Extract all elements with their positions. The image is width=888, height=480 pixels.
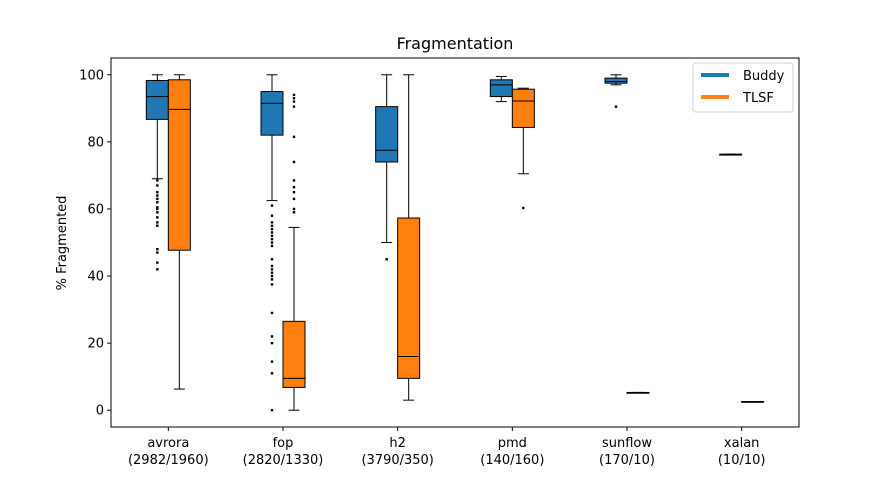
outlier-point	[156, 225, 158, 227]
y-axis-label: % Fragmented	[55, 196, 70, 291]
outlier-point	[271, 241, 273, 243]
outlier-point	[156, 261, 158, 263]
box-iqr	[398, 218, 420, 378]
outlier-point	[156, 208, 158, 210]
outlier-point	[156, 184, 158, 186]
x-tick-label-sunflow: sunflow	[602, 436, 652, 451]
outlier-point	[271, 278, 273, 280]
box-iqr	[146, 80, 168, 119]
outlier-point	[271, 238, 273, 240]
outlier-point	[293, 94, 295, 96]
outlier-point	[271, 275, 273, 277]
outlier-point	[156, 191, 158, 193]
box-tlsf-avrora	[168, 75, 190, 389]
x-tick-sublabel-pmd: (140/160)	[480, 453, 544, 468]
box-buddy-pmd	[490, 76, 512, 101]
outlier-point	[271, 204, 273, 206]
outlier-point	[271, 342, 273, 344]
outlier-point	[293, 179, 295, 181]
outlier-point	[615, 105, 617, 107]
outlier-point	[156, 221, 158, 223]
box-buddy-avrora	[146, 75, 168, 271]
outlier-point	[156, 216, 158, 218]
chart-title: Fragmentation	[397, 34, 514, 53]
box-iqr	[512, 89, 534, 127]
outlier-point	[271, 231, 273, 233]
box-iqr	[261, 92, 283, 136]
outlier-point	[293, 186, 295, 188]
x-tick-sublabel-avrora: (2982/1960)	[128, 453, 209, 468]
box-buddy-fop	[261, 75, 283, 412]
outlier-point	[156, 268, 158, 270]
y-tick-label: 80	[87, 135, 104, 150]
x-tick-label-avrora: avrora	[147, 436, 189, 451]
outlier-point	[271, 225, 273, 227]
y-tick-label: 60	[87, 202, 104, 217]
box-iqr	[376, 107, 398, 162]
box-iqr	[605, 78, 627, 83]
box-iqr	[283, 321, 305, 387]
outlier-point	[156, 179, 158, 181]
outlier-point	[271, 360, 273, 362]
x-tick-label-pmd: pmd	[498, 436, 527, 451]
outlier-point	[271, 271, 273, 273]
outlier-point	[271, 228, 273, 230]
box-tlsf-sunflow	[627, 392, 649, 393]
x-tick-label-h2: h2	[389, 436, 406, 451]
x-tick-label-xalan: xalan	[724, 436, 759, 451]
outlier-point	[293, 105, 295, 107]
box-tlsf-h2	[398, 75, 420, 400]
outlier-point	[271, 221, 273, 223]
legend: Buddy TLSF	[693, 63, 793, 112]
box-tlsf-xalan	[742, 402, 764, 403]
outlier-point	[156, 251, 158, 253]
box-buddy-h2	[376, 75, 398, 261]
outlier-point	[156, 201, 158, 203]
outlier-point	[271, 265, 273, 267]
outlier-point	[293, 97, 295, 99]
outlier-point	[271, 409, 273, 411]
box-iqr	[168, 80, 190, 250]
outlier-point	[293, 191, 295, 193]
outlier-point	[156, 211, 158, 213]
box-buddy-sunflow	[605, 75, 627, 108]
y-tick-label: 0	[96, 404, 104, 419]
outlier-point	[271, 245, 273, 247]
outlier-point	[385, 258, 387, 260]
outlier-point	[293, 161, 295, 163]
y-tick-label: 40	[87, 270, 104, 285]
outlier-point	[271, 312, 273, 314]
x-tick-sublabel-fop: (2820/1330)	[243, 453, 324, 468]
outlier-point	[293, 198, 295, 200]
outlier-point	[271, 372, 273, 374]
x-tick-sublabel-h2: (3790/350)	[361, 453, 433, 468]
box-buddy-xalan	[720, 154, 742, 155]
x-tick-sublabel-xalan: (10/10)	[718, 453, 766, 468]
outlier-point	[156, 198, 158, 200]
outlier-point	[156, 248, 158, 250]
outlier-point	[156, 194, 158, 196]
outlier-point	[293, 136, 295, 138]
plot-frame	[111, 58, 799, 427]
legend-label-tlsf: TLSF	[742, 91, 774, 106]
x-tick-label-fop: fop	[273, 436, 294, 451]
outlier-point	[522, 207, 524, 209]
outlier-point	[271, 214, 273, 216]
outlier-point	[293, 100, 295, 102]
outlier-point	[271, 268, 273, 270]
outlier-point	[293, 208, 295, 210]
box-iqr	[490, 80, 512, 97]
box-tlsf-fop	[283, 94, 305, 411]
legend-label-buddy: Buddy	[743, 69, 785, 84]
y-tick-label: 20	[87, 337, 104, 352]
outlier-point	[271, 258, 273, 260]
outlier-point	[271, 335, 273, 337]
outlier-point	[271, 283, 273, 285]
outlier-point	[293, 211, 295, 213]
outlier-point	[271, 235, 273, 237]
box-tlsf-pmd	[512, 88, 534, 209]
x-tick-sublabel-sunflow: (170/10)	[599, 453, 655, 468]
y-tick-label: 100	[79, 68, 104, 83]
